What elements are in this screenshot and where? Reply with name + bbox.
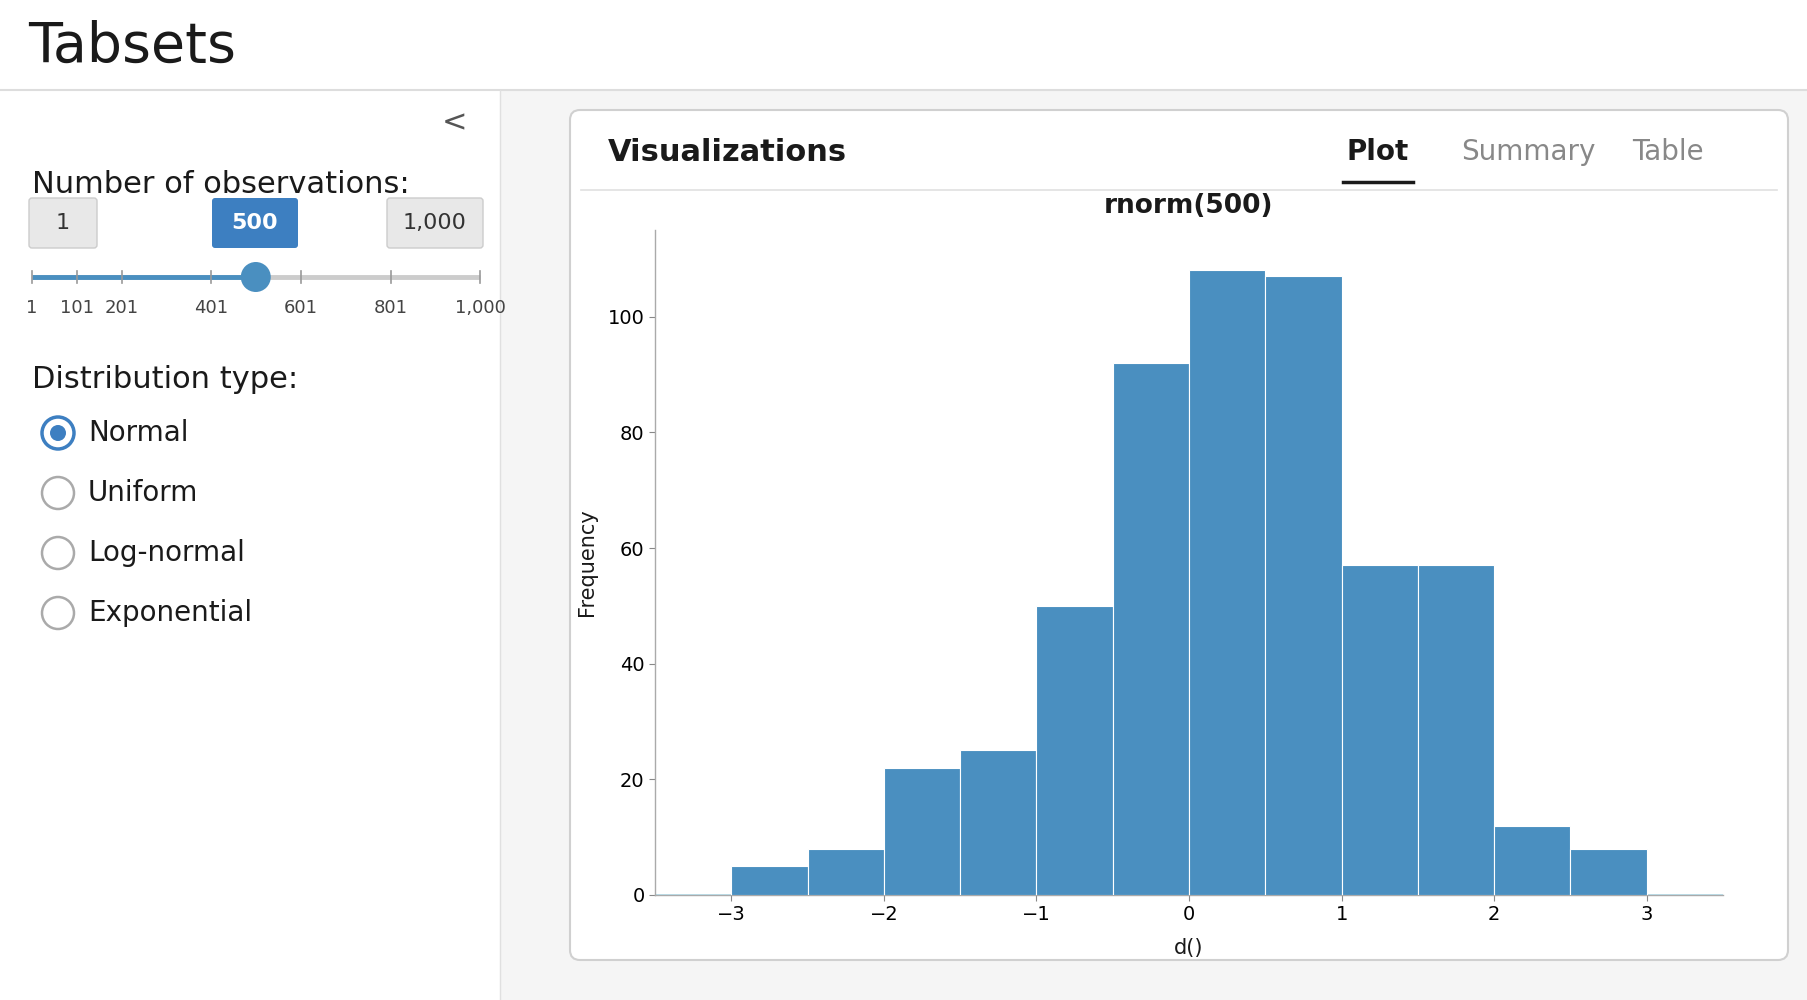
Text: Plot: Plot: [1346, 138, 1408, 166]
Text: Number of observations:: Number of observations:: [33, 170, 410, 199]
FancyBboxPatch shape: [211, 198, 298, 248]
FancyBboxPatch shape: [569, 110, 1787, 960]
Text: Normal: Normal: [89, 419, 188, 447]
Bar: [808, 849, 884, 895]
Text: <: <: [443, 108, 468, 137]
Circle shape: [42, 597, 74, 629]
Bar: [1265, 276, 1341, 895]
Text: Visualizations: Visualizations: [607, 138, 847, 167]
Text: 1,000: 1,000: [454, 299, 506, 317]
Circle shape: [42, 537, 74, 569]
Bar: [730, 866, 808, 895]
Text: 1,000: 1,000: [403, 213, 466, 233]
Text: Tabsets: Tabsets: [27, 20, 237, 74]
Text: 1: 1: [27, 299, 38, 317]
Circle shape: [42, 417, 74, 449]
Text: Summary: Summary: [1460, 138, 1594, 166]
Text: 500: 500: [231, 213, 278, 233]
Text: 201: 201: [105, 299, 139, 317]
Text: 401: 401: [193, 299, 228, 317]
Bar: [1189, 270, 1265, 895]
FancyBboxPatch shape: [387, 198, 482, 248]
Bar: [960, 750, 1035, 895]
Circle shape: [51, 425, 67, 441]
Bar: [884, 768, 960, 895]
Text: 1: 1: [56, 213, 70, 233]
Circle shape: [240, 262, 271, 292]
Bar: [1570, 849, 1646, 895]
Text: Distribution type:: Distribution type:: [33, 365, 298, 394]
Bar: [1417, 565, 1493, 895]
Text: Uniform: Uniform: [89, 479, 199, 507]
Y-axis label: Frequency: Frequency: [576, 509, 596, 616]
FancyBboxPatch shape: [0, 90, 501, 1000]
Text: Exponential: Exponential: [89, 599, 251, 627]
Bar: [1341, 565, 1417, 895]
Text: 101: 101: [60, 299, 94, 317]
Text: 801: 801: [374, 299, 408, 317]
Circle shape: [42, 477, 74, 509]
FancyBboxPatch shape: [29, 198, 98, 248]
Bar: [1111, 363, 1189, 895]
X-axis label: d(): d(): [1173, 938, 1203, 958]
Text: Table: Table: [1632, 138, 1702, 166]
Bar: [1035, 606, 1111, 895]
FancyBboxPatch shape: [0, 0, 1807, 90]
Text: Log-normal: Log-normal: [89, 539, 244, 567]
Text: 601: 601: [284, 299, 318, 317]
Title: rnorm(500): rnorm(500): [1104, 193, 1274, 219]
Bar: [1493, 826, 1570, 895]
